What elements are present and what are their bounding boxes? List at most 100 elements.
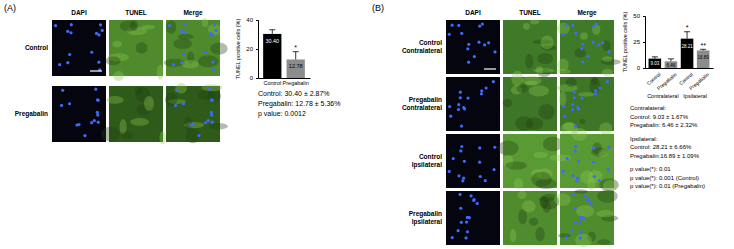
nucleus [208,88,211,91]
nucleus [175,89,178,92]
nucleus [69,31,72,34]
micrograph [503,71,557,131]
nucleus [68,53,71,56]
nucleus [581,61,584,64]
micrograph-texture [201,84,222,91]
micrograph-texture [210,42,227,54]
stats-note: Contralateral: [630,105,666,111]
micrograph [498,134,563,189]
nucleus [90,51,93,54]
nucleus [460,124,463,127]
nucleus [210,113,213,116]
y-tick: 0 [250,75,258,81]
error-bar-cap [269,29,275,30]
nucleus [478,161,481,164]
nucleus [463,160,466,163]
data-label: 6.46 [667,63,676,68]
column-header: DAPI [71,9,87,16]
micrograph-texture [599,123,612,135]
error-bar [293,52,299,60]
nucleus [469,194,472,197]
micrograph-texture [541,36,554,50]
micrograph-texture [112,41,122,48]
micrograph [446,20,500,74]
micrograph-texture [597,190,617,203]
nucleus [493,146,496,149]
micrograph-texture [159,131,165,144]
nucleus [606,80,609,83]
x-tick: Control [263,78,281,86]
row-label: ControlContralateral [402,39,442,54]
micrograph [503,191,559,245]
nucleus [467,43,470,46]
y-tick-mark [643,42,645,43]
error-bar [652,57,658,59]
micrograph-texture [525,80,538,85]
micrograph [101,86,166,144]
nucleus [574,145,577,148]
micrograph-texture [525,54,533,69]
x-tick-label: Control [263,80,281,86]
y-tick-mark [256,20,258,21]
y-tick-mark [643,16,645,17]
nucleus [571,24,574,27]
nucleus [93,119,96,122]
micrograph-texture [144,96,154,111]
nucleus [204,51,207,54]
micrograph-texture [173,38,192,49]
nucleus [60,104,63,107]
nucleus [96,113,99,116]
micrograph-texture [535,227,544,241]
nucleus [566,157,569,160]
micrograph-texture [574,189,588,193]
micrograph-bg [109,20,163,76]
nucleus [580,230,583,233]
micrograph-texture [522,76,541,86]
micrograph-texture [163,59,185,67]
nucleus [478,24,481,27]
nucleus [174,104,177,107]
x-tick-label: Pregabalin [283,80,309,86]
nucleus [578,236,581,239]
stats-note: p value(*): 0.01 (Pregabalin) [630,183,705,189]
nucleus [487,41,490,44]
nucleus [492,168,495,171]
nucleus [571,174,574,177]
row-label-line: Ipsilateral [412,161,443,169]
plot-area [263,30,305,78]
micrograph-texture [498,141,519,156]
y-tick: 50 [633,13,645,19]
nucleus [54,24,57,27]
nucleus [571,108,574,111]
micrograph [503,20,557,77]
error-bar [684,32,690,39]
y-tick: 20 [246,46,258,52]
bar [263,34,281,78]
nucleus [466,97,469,100]
scale-bar [90,70,102,71]
y-axis-line [256,21,259,79]
nucleus [213,23,216,26]
micrograph-texture [101,127,120,142]
micrograph-texture [592,24,600,35]
nucleus [591,41,594,44]
nucleus [593,175,596,178]
row-label: Control [25,44,48,51]
micrograph-texture [559,91,566,106]
micrograph [105,20,163,81]
micrograph-texture [603,180,618,191]
nucleus [465,220,468,223]
nucleus [586,199,589,202]
micrograph-texture [197,90,214,100]
micrograph-texture [157,65,164,80]
micrograph-bg [503,20,557,74]
scale-bar [484,68,496,69]
bar [649,59,662,68]
nucleus [480,92,483,95]
stats-note: Pregabalin: 12.78 ± 5.36% [258,100,340,108]
stats-note: Pregabalin:16.89 ± 1.09% [630,153,700,159]
nucleus [574,221,577,224]
nucleus [583,194,586,197]
nucleus [467,61,470,64]
y-tick-label: 40 [246,17,253,23]
